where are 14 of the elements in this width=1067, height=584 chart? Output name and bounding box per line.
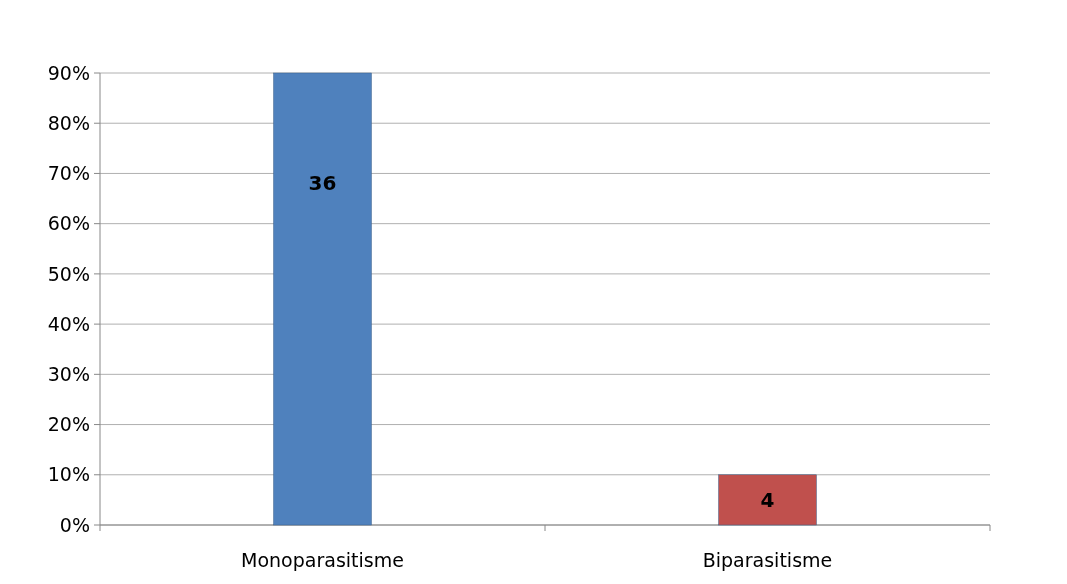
- y-tick-label: 60%: [47, 212, 90, 235]
- annotation: 4: [760, 487, 775, 512]
- x-tick-label: Monoparasitisme: [241, 549, 404, 571]
- y-tick-label: 20%: [47, 413, 90, 436]
- y-tick-label: 70%: [47, 162, 90, 185]
- y-tick-label: 90%: [47, 61, 90, 84]
- y-tick-label: 0%: [59, 513, 90, 536]
- y-tick-label: 10%: [47, 463, 90, 486]
- annotation: 36: [308, 171, 337, 195]
- y-tick-label: 40%: [47, 312, 90, 335]
- y-tick-label: 30%: [47, 362, 90, 385]
- y-tick-label: 80%: [47, 111, 90, 134]
- y-tick-label: 50%: [47, 262, 90, 285]
- x-tick-label: Biparasitisme: [702, 549, 833, 571]
